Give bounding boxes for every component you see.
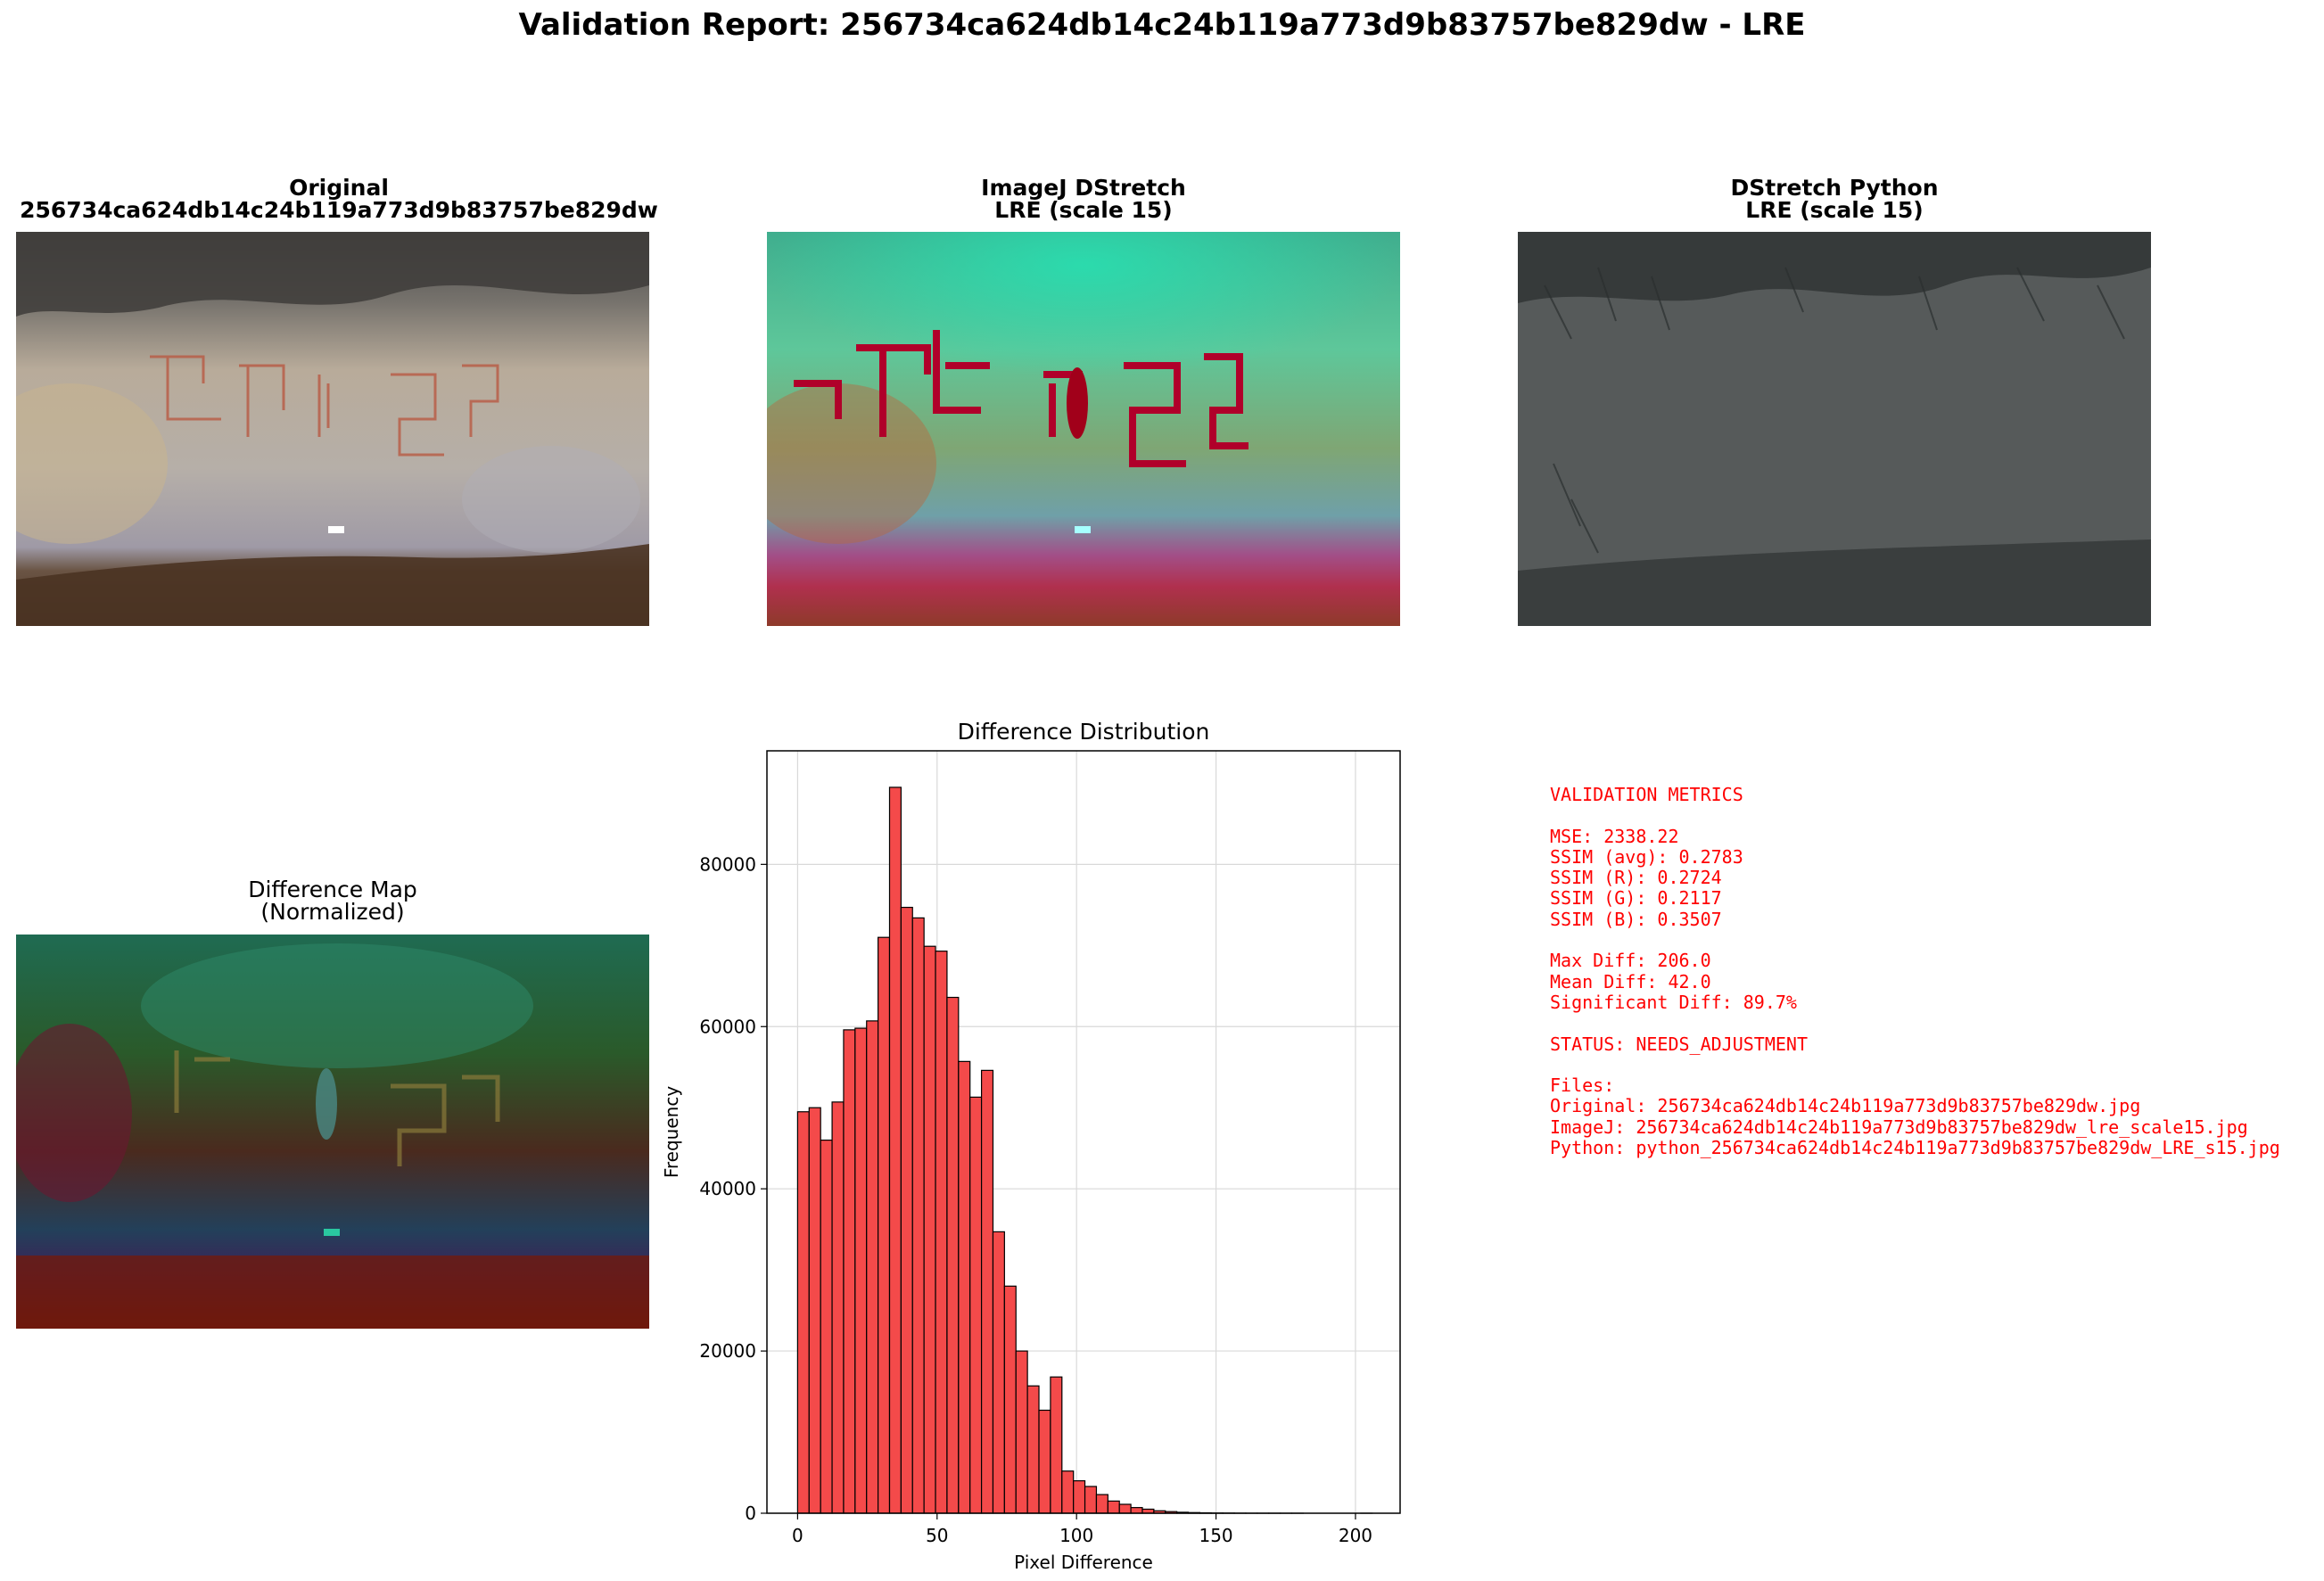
metrics-line: STATUS: NEEDS_ADJUSTMENT <box>1550 1034 2280 1055</box>
histogram-bars <box>797 787 1372 1513</box>
metrics-line <box>1550 930 2280 951</box>
histogram-bar <box>820 1140 832 1513</box>
y-tick-label: 0 <box>745 1503 756 1524</box>
histogram-bar <box>924 946 935 1513</box>
metrics-line: SSIM (G): 0.2117 <box>1550 888 2280 909</box>
x-tick-label: 50 <box>926 1525 948 1546</box>
histogram-bar <box>855 1028 867 1513</box>
histogram-bar <box>982 1070 993 1513</box>
metrics-line: SSIM (R): 0.2724 <box>1550 868 2280 888</box>
metrics-line: Files: <box>1550 1075 2280 1096</box>
metrics-line: Original: 256734ca624db14c24b119a773d9b8… <box>1550 1096 2280 1116</box>
histogram-bar <box>901 908 912 1513</box>
histogram-bar <box>1062 1471 1074 1513</box>
histogram-bar <box>797 1112 809 1513</box>
histogram-y-label: Frequency <box>661 1086 682 1178</box>
imagej-dstretch-image <box>767 232 1400 626</box>
histogram-bar <box>993 1231 1004 1513</box>
histogram-bar <box>1085 1486 1097 1513</box>
histogram-bar <box>1027 1386 1039 1513</box>
y-tick-label: 20000 <box>699 1340 756 1362</box>
histogram-bar <box>1108 1501 1119 1513</box>
histogram-svg: 0 50 100 150 200 0 20000 40000 60000 80000 Pixel… <box>624 713 1445 1577</box>
diffmap-title-line1: Difference Map <box>16 878 649 901</box>
histogram-bar <box>1096 1495 1108 1513</box>
imagej-title-line2: LRE (scale 15) <box>767 199 1400 221</box>
original-title-line2: 256734ca624db14c24b119a773d9b83757be829d… <box>0 199 678 221</box>
histogram-bar <box>844 1030 855 1513</box>
original-title-line1: Original <box>0 177 678 199</box>
python-panel-title: DStretch Python LRE (scale 15) <box>1518 177 2151 221</box>
metrics-line: Max Diff: 206.0 <box>1550 951 2280 971</box>
metrics-line: Python: python_256734ca624db14c24b119a77… <box>1550 1138 2280 1158</box>
histogram-bar <box>1039 1410 1051 1513</box>
metrics-line: SSIM (avg): 0.2783 <box>1550 847 2280 868</box>
metrics-line <box>1550 1013 2280 1033</box>
x-tick-label: 150 <box>1199 1525 1232 1546</box>
histogram-x-ticks: 0 50 100 150 200 <box>792 1513 1372 1546</box>
original-panel-title: Original 256734ca624db14c24b119a773d9b83… <box>0 177 678 221</box>
histogram-bar <box>970 1097 982 1513</box>
python-title-line2: LRE (scale 15) <box>1518 199 2151 221</box>
x-tick-label: 0 <box>792 1525 804 1546</box>
histogram-y-ticks: 0 20000 40000 60000 80000 <box>699 853 767 1524</box>
metrics-line: Significant Diff: 89.7% <box>1550 992 2280 1013</box>
metrics-line: MSE: 2338.22 <box>1550 827 2280 847</box>
python-dstretch-image <box>1518 232 2151 626</box>
histogram-bar <box>1004 1286 1016 1513</box>
histogram-bar <box>912 918 924 1513</box>
metrics-line <box>1550 805 2280 826</box>
histogram-bar <box>878 937 890 1513</box>
histogram-x-label: Pixel Difference <box>1014 1552 1153 1573</box>
histogram-bar <box>1074 1481 1085 1513</box>
imagej-title-line1: ImageJ DStretch <box>767 177 1400 199</box>
diffmap-panel-title: Difference Map (Normalized) <box>16 878 649 923</box>
histogram-chart: 0 50 100 150 200 0 20000 40000 60000 80000 Pixel… <box>624 713 1445 1581</box>
histogram-bar <box>832 1102 844 1513</box>
metrics-line <box>1550 1055 2280 1075</box>
y-tick-label: 60000 <box>699 1016 756 1037</box>
histogram-bar <box>1131 1508 1142 1513</box>
histogram-bar <box>889 787 901 1513</box>
imagej-panel-title: ImageJ DStretch LRE (scale 15) <box>767 177 1400 221</box>
histogram-bar <box>935 951 947 1513</box>
original-image <box>16 232 649 626</box>
histogram-bar <box>1119 1504 1131 1513</box>
metrics-line: SSIM (B): 0.3507 <box>1550 910 2280 930</box>
x-tick-label: 100 <box>1059 1525 1093 1546</box>
histogram-bar <box>1016 1351 1027 1513</box>
metrics-line: ImageJ: 256734ca624db14c24b119a773d9b837… <box>1550 1117 2280 1138</box>
report-title: Validation Report: 256734ca624db14c24b11… <box>0 7 2324 43</box>
histogram-bar <box>947 998 959 1513</box>
histogram-bar <box>959 1061 970 1513</box>
histogram-bar <box>809 1108 820 1513</box>
python-title-line1: DStretch Python <box>1518 177 2151 199</box>
diffmap-title-line2: (Normalized) <box>16 901 649 923</box>
histogram-bar <box>867 1021 878 1513</box>
y-tick-label: 80000 <box>699 853 756 875</box>
metrics-line: Mean Diff: 42.0 <box>1550 972 2280 992</box>
metrics-line: VALIDATION METRICS <box>1550 785 2280 805</box>
difference-map-image <box>16 935 649 1329</box>
x-tick-label: 200 <box>1339 1525 1372 1546</box>
y-tick-label: 40000 <box>699 1178 756 1199</box>
histogram-bar <box>1051 1377 1062 1513</box>
